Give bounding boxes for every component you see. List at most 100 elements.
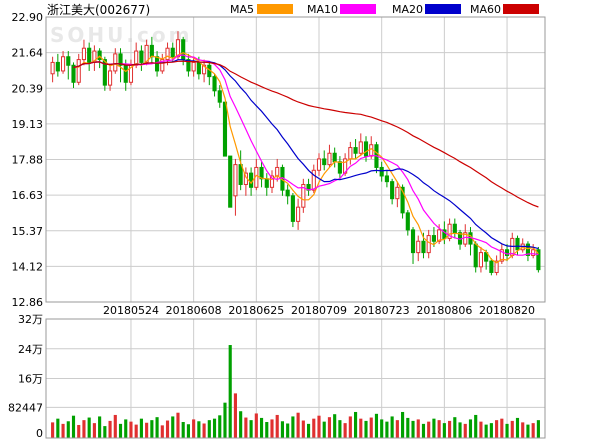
- price-axis-labels: 22.90 21.64 20.39 19.13 17.88 16.63 15.37 14.12…: [12, 11, 44, 309]
- price-tick-label: 15.37: [12, 225, 44, 238]
- candle: [353, 139, 358, 159]
- price-tick-label: 17.88: [12, 154, 44, 167]
- volume-bar: [468, 419, 473, 438]
- volume-bar: [333, 414, 337, 438]
- volume-bars: [51, 345, 540, 438]
- volume-bar: [171, 416, 175, 438]
- candle-body: [296, 206, 301, 222]
- candle: [290, 192, 295, 228]
- date-tick-label: 20180820: [479, 304, 535, 317]
- candle: [66, 51, 71, 80]
- volume-bar: [354, 411, 358, 438]
- candle-body: [149, 44, 154, 58]
- candle: [301, 178, 306, 213]
- volume-bar: [348, 416, 352, 438]
- date-tick-label: 20180608: [166, 304, 222, 317]
- date-tick-label: 20180524: [103, 304, 159, 317]
- candle: [520, 238, 525, 253]
- candle-body: [108, 70, 113, 86]
- candle-body: [504, 249, 510, 256]
- candle: [410, 227, 416, 264]
- candle: [311, 164, 316, 193]
- volume-bar: [192, 419, 196, 438]
- ma-line-ma5: [73, 52, 539, 264]
- volume-bar: [197, 421, 201, 438]
- volume-bar: [181, 422, 185, 438]
- volume-bar: [442, 423, 446, 438]
- candle-body: [369, 144, 374, 157]
- volume-bar: [291, 416, 295, 438]
- volume-bar: [244, 417, 248, 438]
- candle: [447, 218, 452, 242]
- candle-body: [228, 155, 233, 208]
- volume-bar: [515, 417, 520, 438]
- candle-body: [217, 90, 222, 103]
- volume-bar: [489, 423, 493, 438]
- volume-bar: [71, 415, 76, 438]
- volume-bar: [411, 420, 415, 438]
- candle: [186, 53, 191, 77]
- candle: [228, 155, 233, 208]
- volume-bar: [113, 414, 117, 438]
- volume-bar: [312, 418, 316, 438]
- volume-bar: [343, 423, 347, 438]
- date-tick-label: 20180806: [416, 304, 472, 317]
- candle-body: [322, 158, 327, 166]
- volume-bar: [87, 417, 91, 438]
- date-tick-label: 20180723: [354, 304, 410, 317]
- volume-bar: [495, 420, 499, 438]
- candle-body: [337, 161, 342, 174]
- volume-bar: [186, 424, 190, 438]
- volume-bar: [526, 424, 530, 438]
- candle: [139, 45, 144, 71]
- volume-bar: [463, 423, 467, 438]
- candle-body: [249, 172, 254, 188]
- date-axis-labels: 20180524 20180608 20180625 20180709 20180723…: [103, 304, 535, 317]
- candle: [254, 158, 259, 191]
- candle: [515, 235, 520, 256]
- candle: [478, 246, 483, 273]
- candle-body: [76, 59, 81, 83]
- candle: [160, 53, 165, 74]
- volume-bar: [233, 393, 237, 438]
- volume-bar: [359, 418, 363, 438]
- candle-body: [102, 59, 107, 86]
- candle-body: [233, 164, 238, 197]
- candle-body: [515, 237, 520, 251]
- candle: [499, 244, 504, 264]
- volume-bar: [239, 411, 243, 438]
- price-tick-label: 12.86: [12, 296, 44, 309]
- chart-title: 浙江美大(002677): [47, 3, 150, 17]
- volume-bar: [531, 423, 535, 438]
- volume-bar: [160, 425, 164, 438]
- volume-panel-border: [45, 318, 546, 439]
- volume-bar: [265, 422, 269, 438]
- candle: [238, 150, 243, 191]
- candle-body: [175, 39, 181, 58]
- volume-bar: [259, 417, 264, 438]
- candle: [322, 150, 327, 171]
- candle-body: [186, 59, 191, 72]
- candle-body: [55, 61, 60, 72]
- volume-tick-label: 16万: [18, 373, 43, 386]
- candle: [243, 167, 248, 196]
- candle: [426, 229, 431, 259]
- candle: [316, 153, 322, 176]
- volume-bar: [453, 417, 457, 438]
- volume-bar: [82, 420, 86, 438]
- volume-bar: [51, 422, 55, 438]
- price-tick-label: 22.90: [12, 11, 44, 24]
- candle: [128, 59, 134, 86]
- candle: [87, 42, 92, 71]
- candle-body: [379, 166, 384, 177]
- volume-bar: [364, 420, 368, 438]
- moving-average-lines: [73, 52, 539, 264]
- candle-body: [71, 64, 76, 83]
- volume-bar: [406, 417, 410, 438]
- candle-body: [473, 243, 478, 268]
- candle: [363, 136, 369, 162]
- volume-bar: [103, 426, 107, 438]
- volume-bar: [374, 413, 379, 438]
- candle: [233, 158, 238, 216]
- date-tick-label: 20180625: [228, 304, 284, 317]
